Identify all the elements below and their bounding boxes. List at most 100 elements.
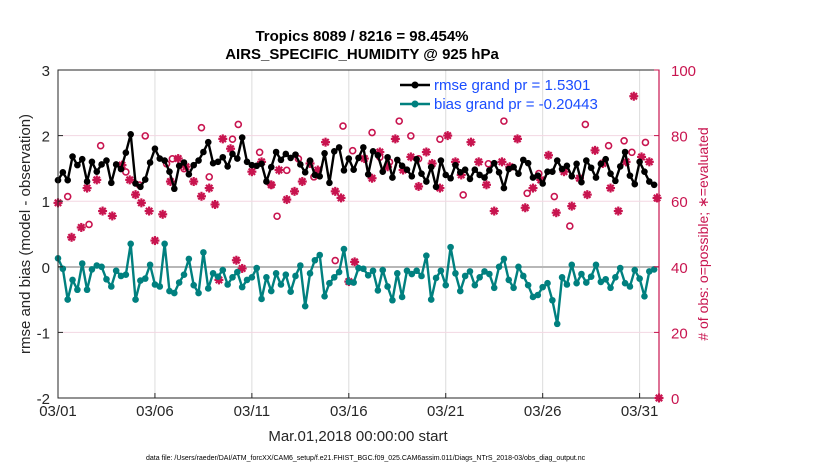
bias-point	[466, 268, 474, 275]
rmse-point	[389, 174, 396, 181]
rmse-point	[267, 163, 275, 171]
rmse-point	[258, 160, 265, 168]
rmse-point	[476, 171, 483, 179]
bias-point	[534, 291, 542, 299]
obs-possible-marker	[255, 148, 264, 157]
obs-possible-marker	[63, 192, 72, 201]
obs-possible-marker	[141, 132, 150, 140]
x-tick-label: 03/21	[427, 403, 465, 420]
bias-point	[461, 272, 469, 280]
x-tick-label: 03/11	[234, 403, 270, 420]
legend-bias-marker	[411, 100, 419, 108]
obs-evaluated-marker	[606, 183, 616, 193]
obs-evaluated-marker	[528, 183, 538, 193]
obs-evaluated-marker	[92, 175, 102, 185]
legend-rmse-marker	[411, 81, 419, 89]
bias-point	[190, 281, 198, 289]
rmse-point	[200, 148, 207, 156]
bias-point	[563, 281, 571, 288]
bias-point	[350, 279, 357, 286]
obs-evaluated-marker	[421, 147, 431, 157]
obs-evaluated-marker	[629, 91, 639, 101]
obs-possible-marker	[484, 159, 493, 168]
legend-rmse-label: rmse grand pr = 1.5301	[434, 77, 590, 94]
rmse-point	[219, 153, 227, 161]
bias-point	[432, 274, 440, 282]
obs-evaluated-marker	[512, 134, 522, 144]
obs-evaluated-marker	[290, 186, 300, 196]
bias-point	[403, 267, 411, 275]
obs-possible-marker	[122, 168, 130, 176]
bias-point	[103, 275, 110, 283]
bias-point	[621, 279, 629, 287]
bias-point	[321, 293, 328, 300]
rmse-point	[171, 185, 178, 193]
bias-point	[393, 270, 401, 277]
bias-point	[495, 263, 503, 271]
bias-point	[204, 285, 212, 292]
obs-possible-marker	[273, 212, 281, 221]
obs-evaluated-marker	[150, 236, 160, 246]
rmse-point	[582, 157, 590, 164]
rmse-point	[568, 172, 576, 180]
rmse-point	[539, 180, 546, 187]
bias-point	[287, 288, 294, 296]
bias-point	[413, 267, 420, 275]
obs-evaluated-marker	[76, 222, 86, 232]
bias-point	[229, 273, 236, 281]
rmse-point	[403, 166, 411, 174]
obs-evaluated-marker	[481, 180, 491, 190]
obs-evaluated-marker	[489, 206, 499, 216]
rmse-point	[597, 160, 605, 168]
obs-evaluated-marker	[336, 193, 346, 203]
bias-point	[626, 283, 634, 290]
rmse-point	[641, 168, 648, 175]
y-right-tick-label: 60	[671, 194, 688, 211]
obs-evaluated-marker	[218, 134, 228, 144]
obs-evaluated-marker	[613, 206, 623, 216]
bias-point	[272, 270, 280, 277]
rmse-point	[364, 171, 372, 178]
bias-point	[74, 286, 81, 294]
rmse-point	[326, 179, 333, 187]
obs-evaluated-marker	[67, 232, 77, 242]
bias-point	[340, 245, 348, 253]
bias-point	[209, 270, 217, 277]
bias-point	[384, 283, 391, 290]
obs-evaluated-marker	[367, 173, 377, 183]
bias-point	[297, 262, 304, 269]
bias-point	[200, 249, 207, 256]
bias-point	[243, 276, 251, 284]
bias-point	[214, 273, 222, 280]
rmse-line	[56, 133, 655, 190]
bias-point	[408, 270, 416, 278]
rmse-point	[510, 163, 517, 171]
chart-title-line-1: Tropics 8089 / 8216 = 98.454%	[255, 28, 468, 45]
footer-data-file: data file: /Users/raeder/DAI/ATM_forcXX/…	[146, 455, 586, 462]
bias-point	[282, 271, 290, 278]
rmse-point	[616, 163, 624, 170]
obs-evaluated-marker	[551, 208, 561, 218]
obs-evaluated-marker	[390, 134, 400, 144]
obs-evaluated-marker	[125, 175, 135, 185]
rmse-point	[340, 167, 348, 174]
rmse-point	[108, 179, 115, 187]
obs-evaluated-marker	[144, 206, 154, 216]
rmse-point	[379, 168, 387, 175]
bias-point	[374, 287, 382, 294]
obs-possible-marker	[282, 166, 291, 175]
bias-point	[616, 264, 624, 272]
bias-point	[267, 287, 275, 295]
x-axis: 03/01 03/06 03/11 03/16 03/21 03/26 03/31	[39, 393, 658, 420]
bias-point	[650, 266, 658, 273]
bias-point	[258, 295, 265, 303]
obs-evaluated-marker	[406, 152, 416, 162]
rmse-point	[321, 150, 328, 157]
obs-possible-marker	[459, 191, 467, 199]
bias-point	[132, 296, 139, 303]
obs-evaluated-marker	[590, 145, 600, 155]
rmse-point	[234, 155, 241, 162]
rmse-point	[481, 174, 488, 181]
bias-point	[452, 270, 459, 277]
rmse-point	[64, 176, 71, 184]
